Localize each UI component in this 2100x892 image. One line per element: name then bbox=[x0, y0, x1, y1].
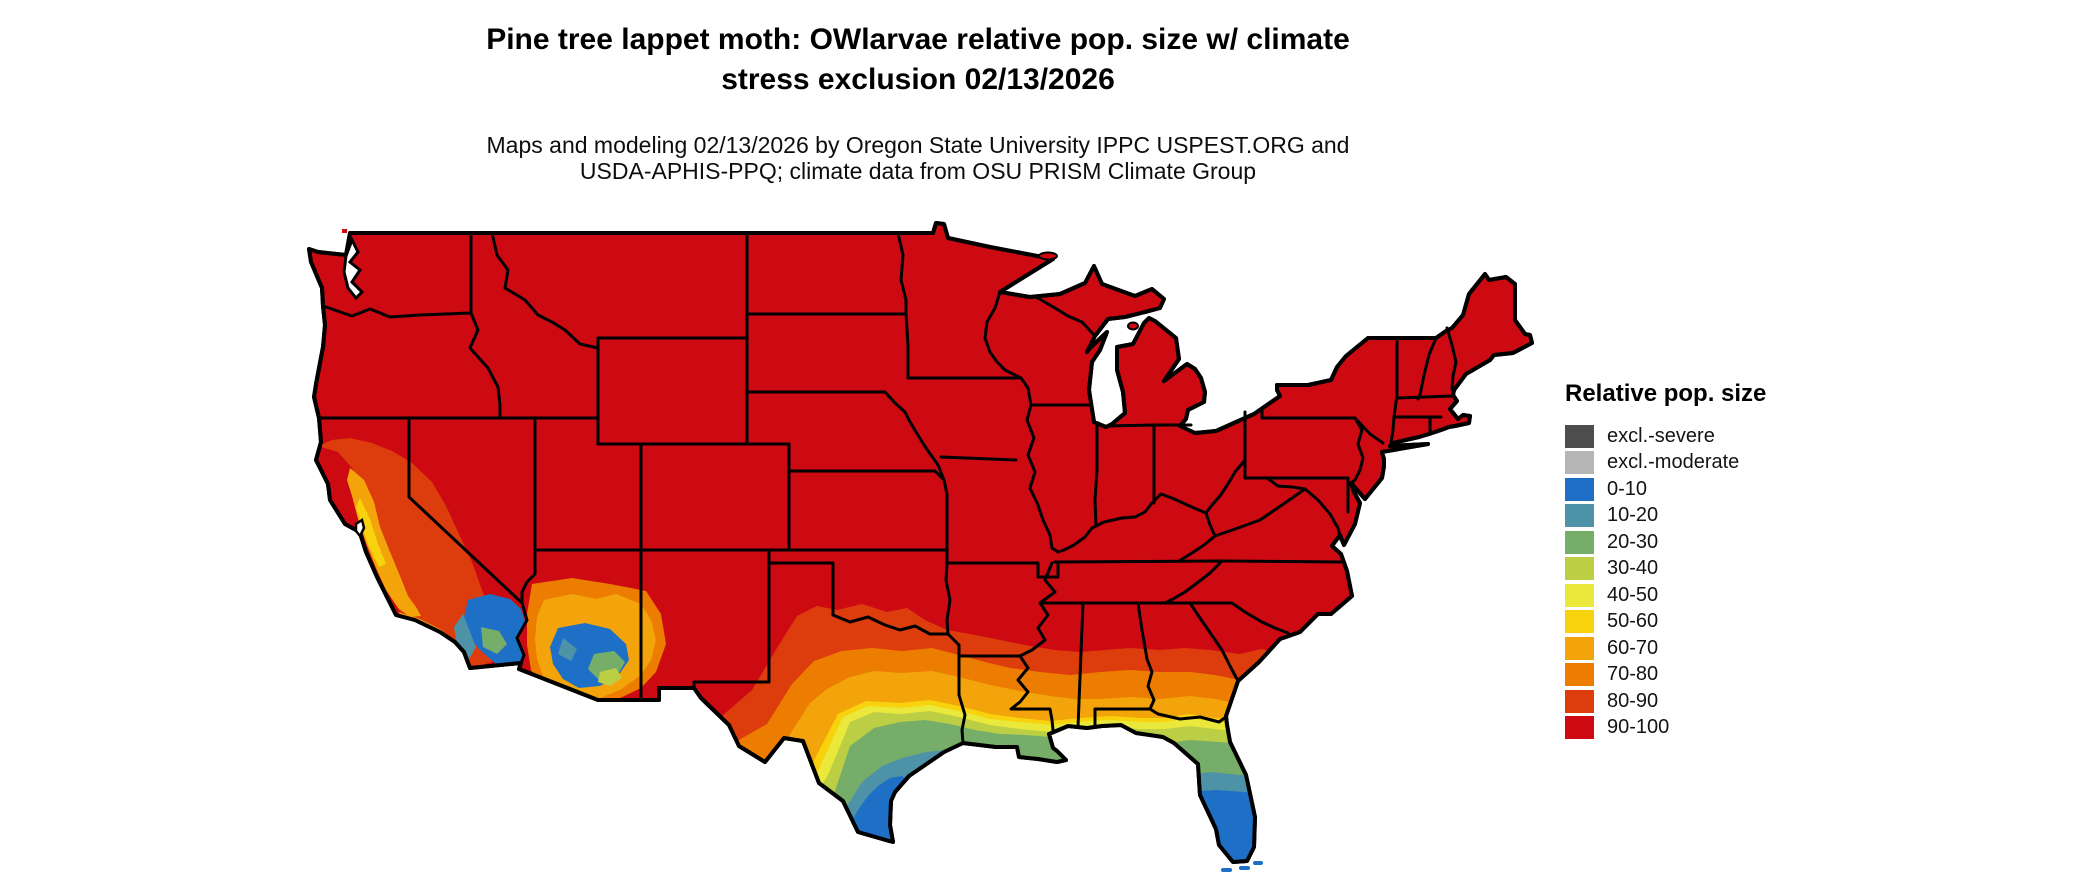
title-line-2: stress exclusion 02/13/2026 bbox=[721, 63, 1115, 96]
legend-item: 70-80 bbox=[1565, 662, 1825, 689]
legend-item-label: 20-30 bbox=[1607, 530, 1659, 553]
legend-item: 40-50 bbox=[1565, 582, 1825, 609]
legend-item: 10-20 bbox=[1565, 503, 1825, 530]
page-subtitle: Maps and modeling 02/13/2026 by Oregon S… bbox=[487, 132, 1350, 184]
legend-item: 50-60 bbox=[1565, 609, 1825, 636]
subtitle-line-1: Maps and modeling 02/13/2026 by Oregon S… bbox=[486, 132, 1350, 158]
state-borders bbox=[317, 231, 1458, 745]
legend-swatch-icon bbox=[1565, 504, 1594, 528]
legend-item-label: excl.-severe bbox=[1607, 424, 1715, 447]
legend-items: excl.-severe excl.-moderate 0-10 10-20 20-30… bbox=[1565, 423, 1825, 741]
legend-item-label: 40-50 bbox=[1607, 583, 1659, 606]
legend-swatch-icon bbox=[1565, 451, 1594, 475]
legend-swatch-icon bbox=[1565, 610, 1594, 634]
legend-item-label: 90-100 bbox=[1607, 716, 1670, 739]
legend-item-label: 80-90 bbox=[1607, 689, 1659, 712]
page-title: Pine tree lappet moth: OWlarvae relative… bbox=[486, 20, 1350, 100]
legend-item-label: 30-40 bbox=[1607, 557, 1659, 580]
central-valley-gold bbox=[347, 468, 421, 617]
legend-item: excl.-moderate bbox=[1565, 450, 1825, 477]
socal-desert-green bbox=[481, 627, 507, 654]
florida-keys bbox=[1221, 861, 1263, 872]
legend-swatch-icon bbox=[1565, 477, 1594, 501]
legend-item-label: 10-20 bbox=[1607, 504, 1659, 527]
legend-item-label: 50-60 bbox=[1607, 610, 1659, 633]
legend-swatch-icon bbox=[1565, 424, 1594, 448]
legend-item-label: excl.-moderate bbox=[1607, 451, 1740, 474]
legend-title: Relative pop. size bbox=[1565, 380, 1767, 407]
subtitle-line-2: USDA-APHIS-PPQ; climate data from OSU PR… bbox=[579, 158, 1257, 184]
legend-item-label: 60-70 bbox=[1607, 636, 1659, 659]
legend-item: 30-40 bbox=[1565, 556, 1825, 583]
legend-swatch-icon bbox=[1565, 636, 1594, 660]
legend: Relative pop. size excl.-severe excl.-mod… bbox=[1565, 380, 1825, 741]
isle-royale-island bbox=[1038, 251, 1058, 261]
legend-item: 80-90 bbox=[1565, 688, 1825, 715]
legend-item: 60-70 bbox=[1565, 635, 1825, 662]
title-line-1: Pine tree lappet moth: OWlarvae relative… bbox=[486, 23, 1350, 56]
san-francisco-bay bbox=[354, 517, 366, 539]
legend-swatch-icon bbox=[1565, 663, 1594, 687]
nw-coast-speck bbox=[342, 229, 347, 233]
legend-item-label: 70-80 bbox=[1607, 663, 1659, 686]
legend-swatch-icon bbox=[1565, 716, 1594, 740]
arizona-yellowgreen bbox=[598, 668, 622, 686]
beaver-island bbox=[1127, 321, 1139, 331]
legend-swatch-icon bbox=[1565, 583, 1594, 607]
legend-item: 20-30 bbox=[1565, 529, 1825, 556]
legend-item: 90-100 bbox=[1565, 715, 1825, 742]
legend-item: excl.-severe bbox=[1565, 423, 1825, 450]
socal-desert-teal bbox=[454, 614, 476, 659]
central-valley-yellow bbox=[356, 498, 386, 567]
legend-item-label: 0-10 bbox=[1607, 477, 1648, 500]
puget-sound-water bbox=[342, 236, 365, 301]
legend-swatch-icon bbox=[1565, 557, 1594, 581]
arizona-teal bbox=[558, 638, 577, 661]
legend-swatch-icon bbox=[1565, 689, 1594, 713]
legend-item: 0-10 bbox=[1565, 476, 1825, 503]
coastline-stroke bbox=[307, 221, 1534, 864]
legend-swatch-icon bbox=[1565, 530, 1594, 554]
